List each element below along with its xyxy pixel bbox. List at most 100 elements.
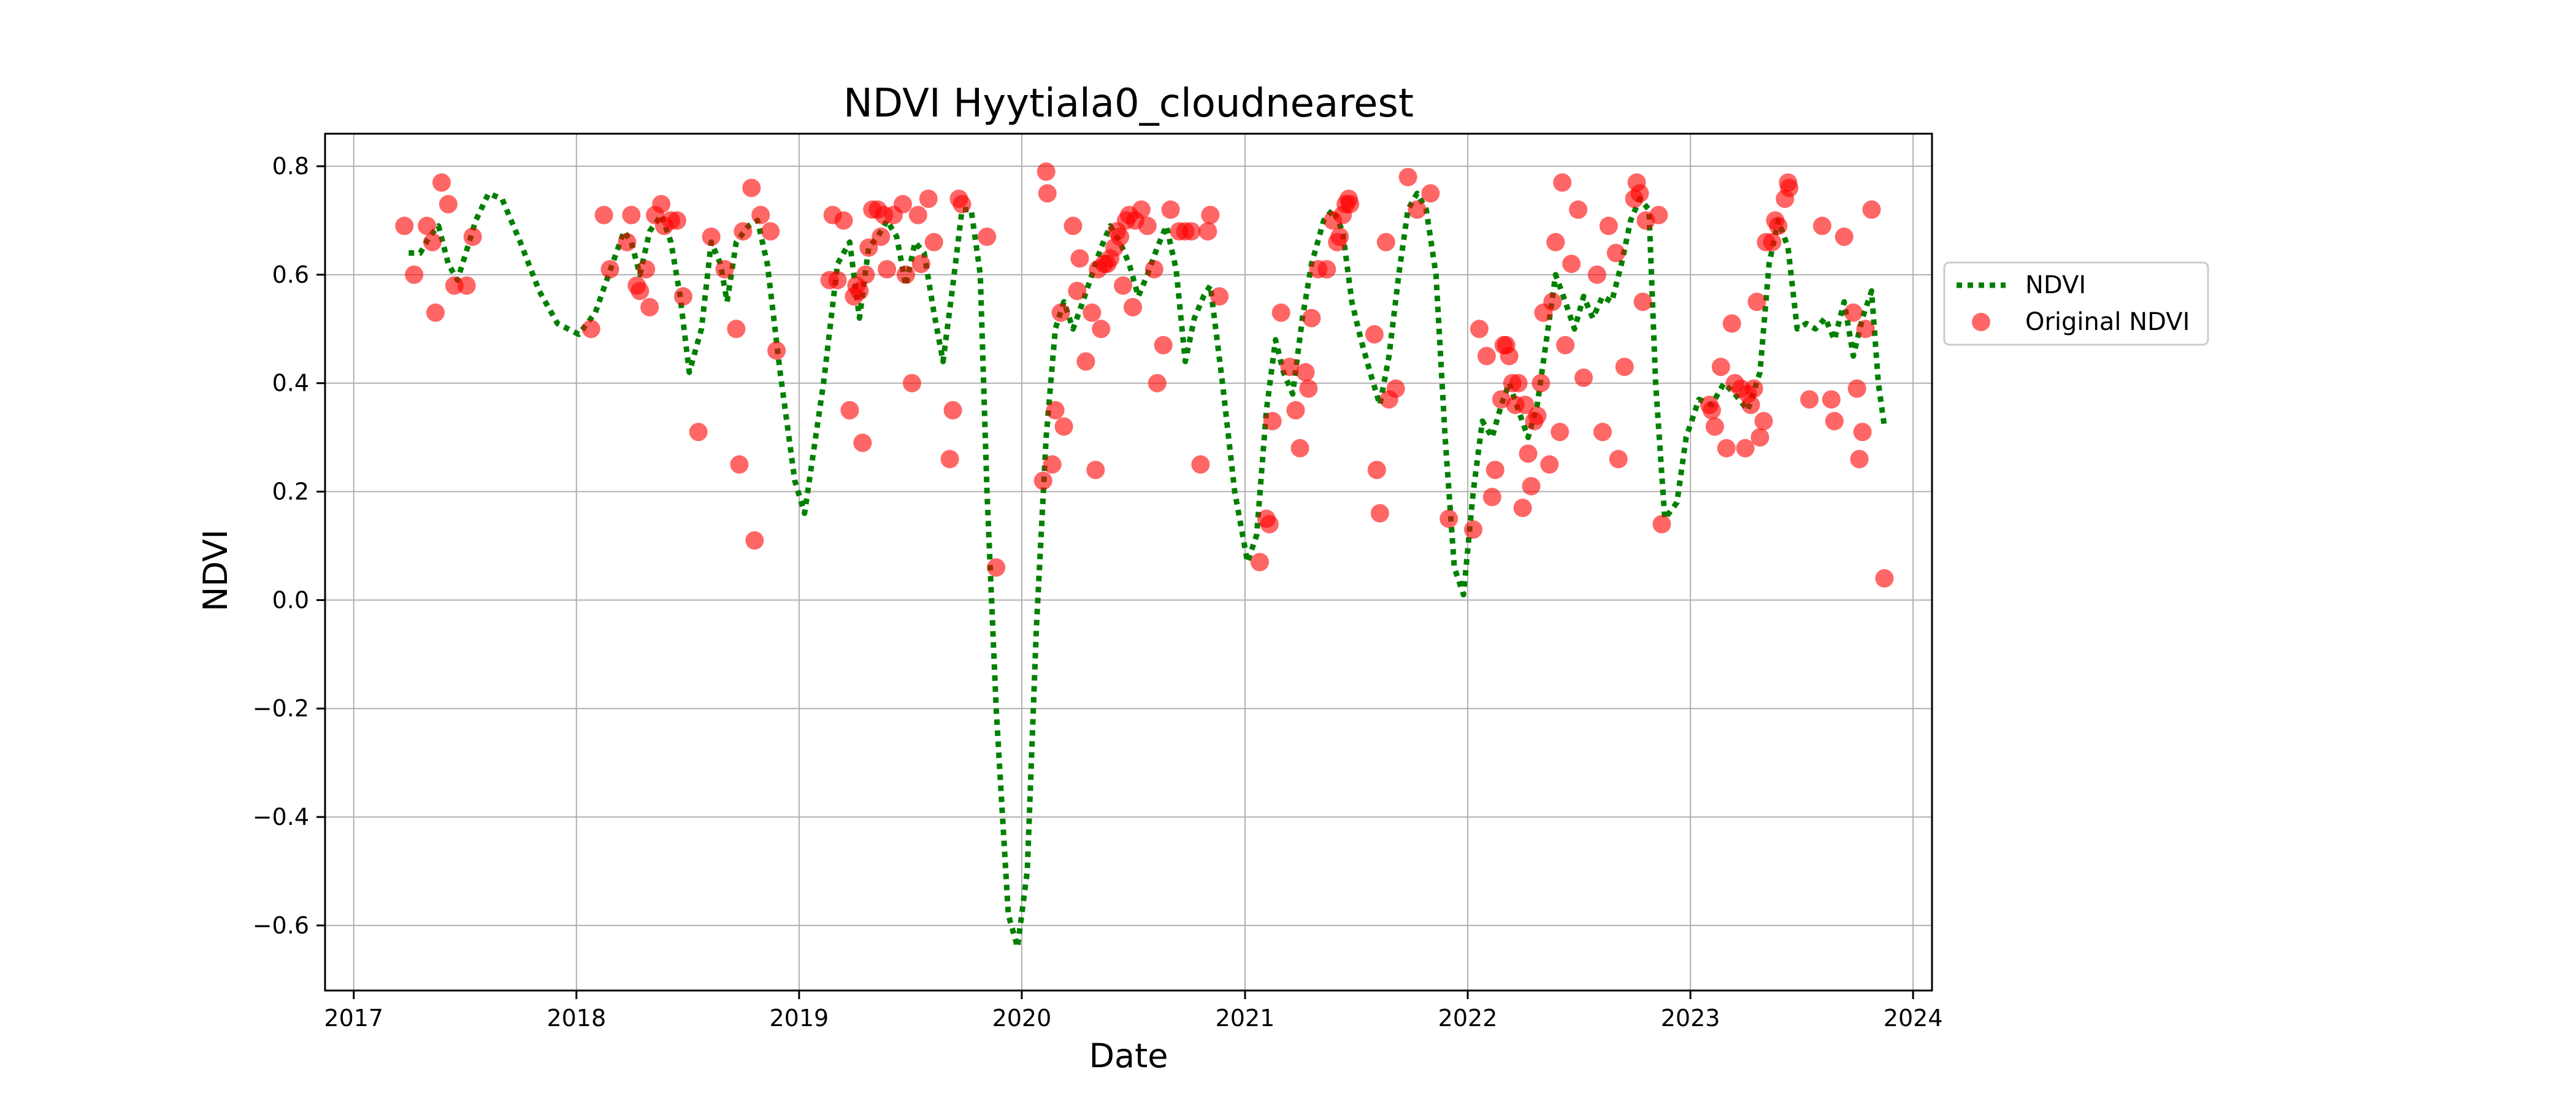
legend-original-swatch xyxy=(1972,313,1990,331)
original-ndvi-point xyxy=(1813,217,1831,236)
original-ndvi-point xyxy=(1522,477,1541,496)
y-tick-label: 0.0 xyxy=(272,586,309,613)
original-ndvi-point xyxy=(1609,450,1628,469)
original-ndvi-point xyxy=(911,255,930,274)
original-ndvi-point xyxy=(1083,303,1102,322)
original-ndvi-point xyxy=(1516,396,1535,415)
legend-box xyxy=(1943,261,2209,346)
original-ndvi-point xyxy=(1365,325,1384,344)
original-ndvi-point xyxy=(1038,184,1057,203)
original-ndvi-point xyxy=(1148,374,1167,393)
original-ndvi-point xyxy=(1124,297,1142,316)
original-ndvi-point xyxy=(1144,260,1163,278)
original-ndvi-point xyxy=(1076,352,1095,371)
original-ndvi-point xyxy=(405,265,424,284)
original-ndvi-point xyxy=(1370,504,1389,523)
original-ndvi-point xyxy=(1421,184,1440,203)
original-ndvi-point xyxy=(1299,379,1318,398)
original-ndvi-point xyxy=(1500,347,1519,366)
original-ndvi-point xyxy=(1546,232,1565,251)
original-ndvi-point xyxy=(600,260,619,278)
original-ndvi-point xyxy=(745,531,764,550)
original-ndvi-point xyxy=(1439,509,1459,528)
original-ndvi-point xyxy=(622,205,641,224)
x-tick-label: 2019 xyxy=(770,1005,829,1032)
original-ndvi-point xyxy=(1769,217,1788,236)
original-ndvi-point xyxy=(1341,194,1360,213)
original-ndvi-point xyxy=(894,194,912,213)
y-tick-label: 0.6 xyxy=(272,261,309,288)
original-ndvi-point xyxy=(1037,162,1056,181)
original-ndvi-point xyxy=(751,205,770,224)
original-ndvi-point xyxy=(1822,390,1841,409)
original-ndvi-point xyxy=(1543,293,1562,312)
original-ndvi-point xyxy=(1317,260,1336,278)
original-ndvi-point xyxy=(1574,368,1593,387)
original-ndvi-point xyxy=(1754,412,1773,431)
original-ndvi-point xyxy=(1302,309,1321,328)
original-ndvi-point xyxy=(1092,320,1111,339)
original-ndvi-point xyxy=(432,173,451,192)
legend: NDVI Original NDVI xyxy=(1943,261,2209,346)
original-ndvi-point xyxy=(1875,569,1894,588)
original-ndvi-point xyxy=(1367,461,1386,480)
original-ndvi-point xyxy=(1198,222,1217,241)
x-tick-label: 2020 xyxy=(992,1005,1052,1032)
original-ndvi-point xyxy=(1856,320,1875,339)
original-ndvi-point xyxy=(1330,228,1349,246)
original-ndvi-point xyxy=(1630,184,1649,203)
original-ndvi-point xyxy=(1862,200,1881,219)
original-ndvi-point xyxy=(828,270,847,289)
y-tick-label: −0.2 xyxy=(253,695,309,722)
original-ndvi-point xyxy=(1747,293,1766,312)
original-ndvi-point xyxy=(1711,358,1730,377)
original-ndvi-point xyxy=(1033,471,1052,490)
ndvi-series-line xyxy=(408,190,1887,950)
legend-ndvi-label: NDVI xyxy=(2025,271,2086,299)
original-ndvi-point xyxy=(1068,282,1087,301)
y-tick-labels: 0.8 0.6 0.4 0.2 0.0 −0.2 −0.4 −0.6 xyxy=(253,153,309,939)
original-ndvi-point xyxy=(856,265,875,284)
original-ndvi-point xyxy=(834,211,853,230)
original-ndvi-point xyxy=(1398,167,1417,186)
original-ndvi-point xyxy=(1482,488,1501,507)
original-ndvi-point xyxy=(1470,320,1489,339)
original-ndvi-point xyxy=(872,228,891,246)
original-ndvi-point xyxy=(1722,314,1741,333)
original-ndvi-point xyxy=(1210,287,1229,306)
original-ndvi-point xyxy=(1477,347,1496,366)
original-ndvi-point xyxy=(1847,379,1866,398)
original-ndvi-point xyxy=(1154,335,1173,355)
original-ndvi-point xyxy=(943,401,962,420)
original-ndvi-point xyxy=(1280,358,1299,377)
original-ndvi-point xyxy=(1531,374,1551,393)
y-tick-label: 0.8 xyxy=(272,153,309,180)
original-ndvi-point xyxy=(1201,205,1220,224)
x-axis-label: Date xyxy=(1089,1037,1168,1075)
original-ndvi-point xyxy=(1114,276,1132,295)
original-ndvi-point xyxy=(418,217,437,236)
original-ndvi-point xyxy=(1064,217,1083,236)
x-tick-label: 2024 xyxy=(1884,1005,1943,1032)
original-ndvi-point xyxy=(1161,200,1180,219)
original-ndvi-point xyxy=(395,217,414,236)
original-ndvi-point xyxy=(1051,303,1070,322)
original-ndvi-point xyxy=(1652,515,1671,534)
original-ndvi-point xyxy=(840,401,859,420)
grid-lines xyxy=(325,134,1932,991)
original-ndvi-point xyxy=(1182,222,1201,241)
legend-original-label: Original NDVI xyxy=(2025,308,2190,336)
original-ndvi-point xyxy=(1290,439,1309,458)
original-ndvi-point xyxy=(1386,379,1405,398)
original-ndvi-point xyxy=(1043,455,1062,474)
original-ndvi-point xyxy=(1138,217,1157,236)
original-ndvi-point xyxy=(1464,520,1482,539)
original-ndvi-point xyxy=(581,320,600,339)
original-ndvi-point xyxy=(1263,412,1282,431)
original-ndvi-point xyxy=(1271,303,1290,322)
original-ndvi-point xyxy=(1260,515,1279,534)
original-ndvi-point xyxy=(953,194,972,213)
original-ndvi-point xyxy=(1744,379,1763,398)
original-ndvi-point xyxy=(1509,374,1528,393)
x-tick-label: 2017 xyxy=(324,1005,383,1032)
